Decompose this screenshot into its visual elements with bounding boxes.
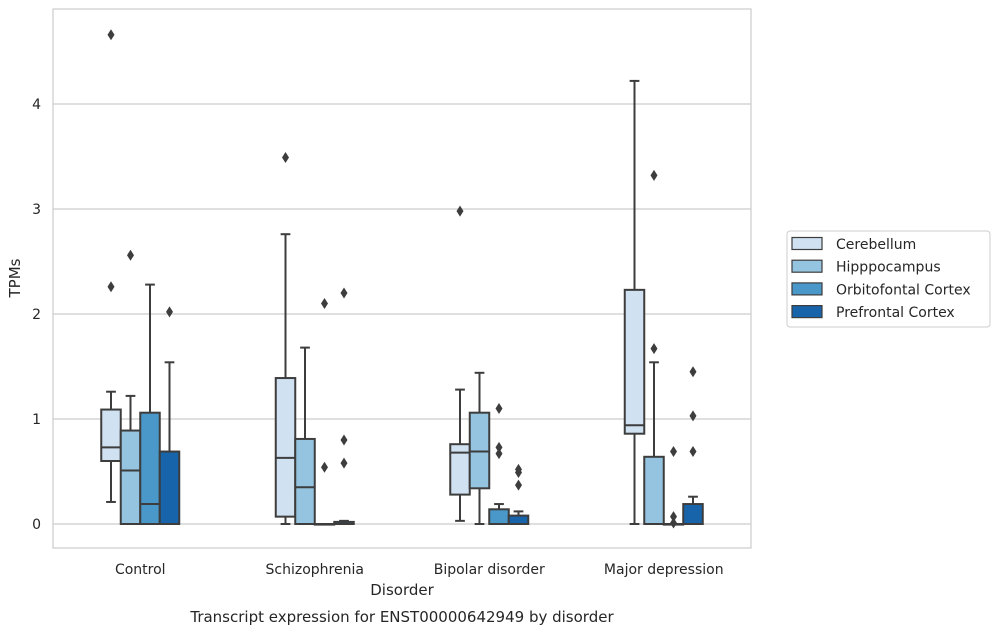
legend-swatch (791, 305, 823, 319)
y-tick-label: 0 (32, 517, 41, 533)
legend-label: Cerebellum (836, 237, 916, 253)
legend-swatch (791, 236, 823, 251)
y-axis-title: TPMs (6, 258, 24, 298)
outlier-point (670, 511, 677, 523)
outlier-layer (107, 29, 697, 529)
y-tick-label: 2 (32, 307, 41, 323)
outlier-point (127, 249, 134, 261)
box (468, 411, 491, 490)
plot-frame (52, 8, 752, 549)
x-tick-labels: Control Schizophrenia Bipolar disorder Majo… (115, 562, 724, 578)
x-tick-label: Major depression (604, 562, 724, 578)
legend-label: Prefrontal Cortex (836, 305, 955, 321)
box-layer (100, 79, 704, 526)
box (119, 429, 142, 525)
x-tick-label: Bipolar disorder (434, 562, 545, 578)
outlier-point (107, 281, 115, 293)
y-tick-label: 4 (32, 97, 41, 113)
outlier-point (340, 457, 348, 469)
outlier-point (670, 517, 677, 529)
outlier-point (650, 169, 658, 181)
outlier-point (166, 306, 173, 318)
legend: Cerebellum Hipppocampus Orbitofontal Corte… (786, 230, 991, 328)
chart-title: Transcript expression for ENST0000064294… (189, 608, 614, 626)
outlier-point (495, 441, 503, 453)
x-tick-label: Schizophrenia (266, 562, 364, 578)
box (623, 288, 646, 435)
box (158, 450, 181, 525)
y-tick-label: 3 (32, 202, 41, 218)
outlier-point (515, 479, 522, 491)
outlier-point (495, 448, 503, 460)
outlier-point (282, 152, 289, 164)
box (274, 377, 297, 518)
legend-label: Hipppocampus (836, 260, 941, 276)
outlier-point (689, 366, 697, 378)
box (100, 408, 122, 462)
outlier-point (340, 287, 348, 299)
outlier-point (650, 343, 658, 355)
outlier-point (107, 29, 115, 41)
y-tick-labels: 0 1 2 3 4 (32, 97, 41, 533)
legend-label: Orbitofontal Cortex (836, 282, 971, 298)
outlier-point (515, 463, 522, 475)
legend-frame (786, 230, 991, 328)
box (139, 411, 161, 526)
x-axis-title: Disorder (370, 581, 434, 599)
box (294, 437, 316, 526)
box (643, 455, 665, 525)
outlier-point (321, 298, 328, 309)
box (488, 508, 510, 525)
outlier-point (340, 434, 348, 446)
outlier-point (670, 446, 677, 458)
box (682, 503, 704, 525)
legend-items: Cerebellum Hipppocampus Orbitofontal Corte… (791, 236, 971, 321)
outlier-point (689, 410, 697, 422)
outlier-point (689, 446, 697, 458)
legend-swatch (791, 282, 823, 296)
outlier-point (495, 403, 503, 414)
outlier-point (456, 205, 464, 217)
x-tick-label: Control (115, 562, 166, 578)
legend-swatch (791, 259, 823, 273)
outlier-point (321, 461, 328, 473)
y-tick-label: 1 (32, 412, 41, 428)
box (507, 514, 530, 525)
